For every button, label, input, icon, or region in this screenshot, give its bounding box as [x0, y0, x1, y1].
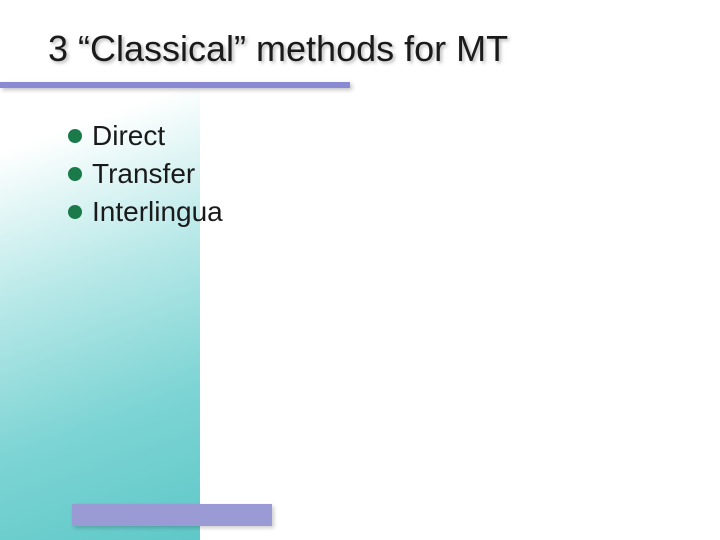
- bullet-icon: [68, 205, 82, 219]
- title-area: 3 “Classical” methods for MT: [0, 0, 720, 70]
- footer-accent-bar: [72, 504, 272, 526]
- slide-title: 3 “Classical” methods for MT: [48, 28, 720, 70]
- list-item: Interlingua: [68, 196, 720, 228]
- bullet-label: Transfer: [92, 158, 195, 190]
- bullet-label: Direct: [92, 120, 165, 152]
- bullet-icon: [68, 129, 82, 143]
- content-area: Direct Transfer Interlingua: [0, 70, 720, 228]
- bullet-label: Interlingua: [92, 196, 223, 228]
- bullet-icon: [68, 167, 82, 181]
- list-item: Direct: [68, 120, 720, 152]
- list-item: Transfer: [68, 158, 720, 190]
